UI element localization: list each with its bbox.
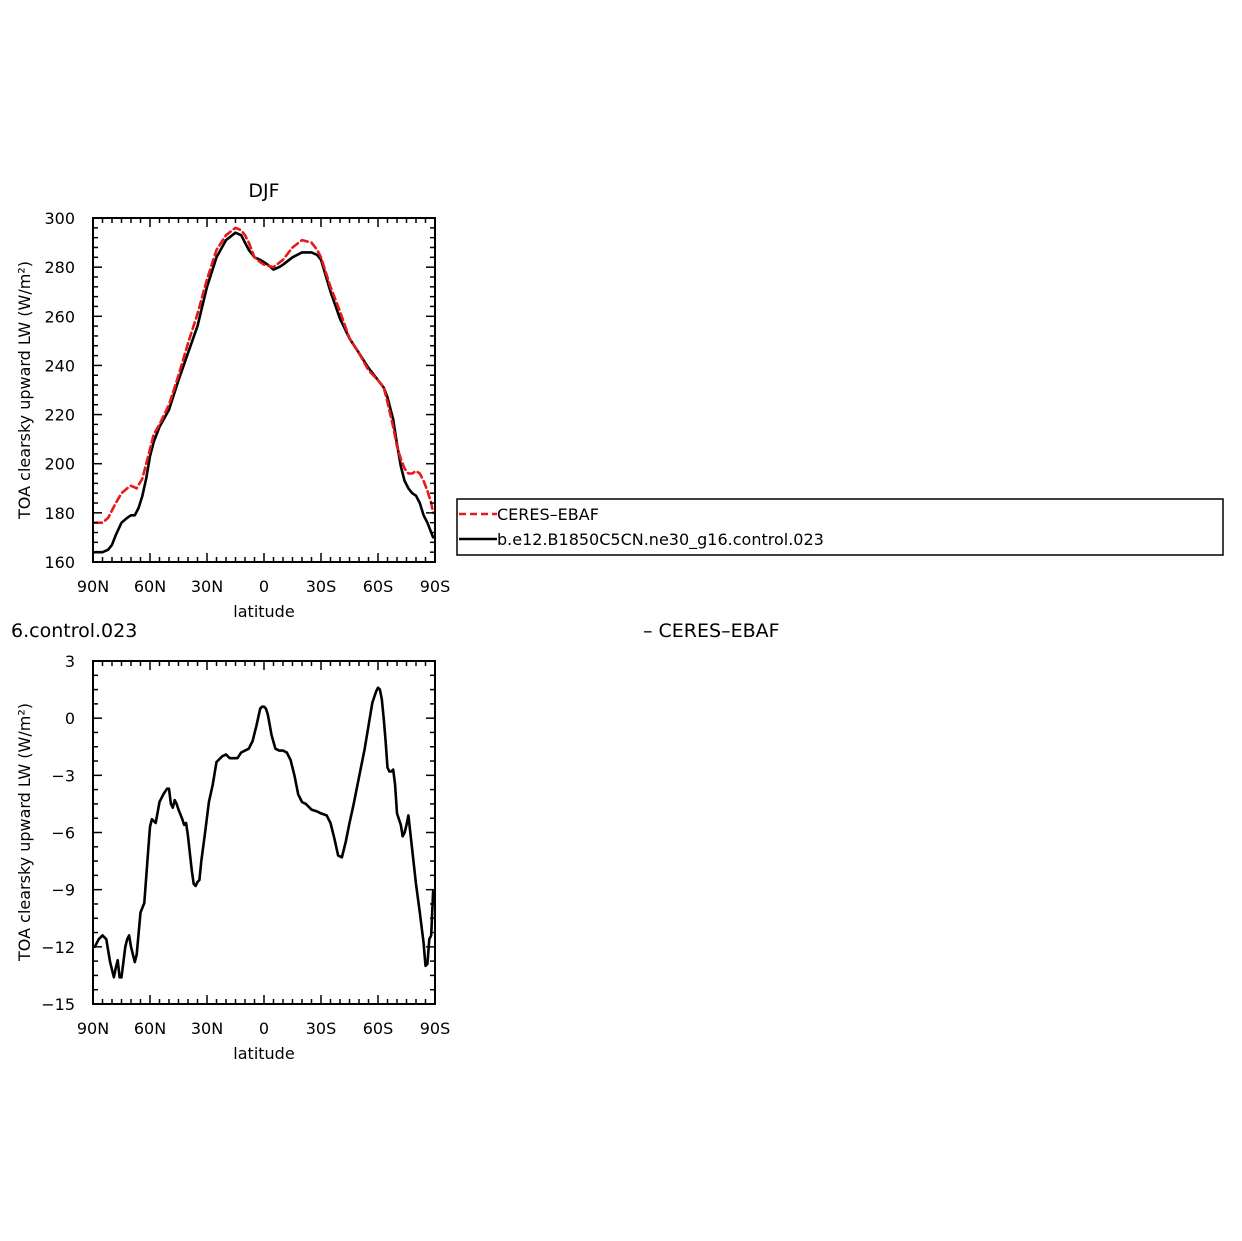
x-tick-label: 30S: [306, 577, 337, 596]
y-tick-label: −6: [51, 824, 75, 843]
y-tick-label: 240: [44, 356, 75, 375]
x-tick-label: 90N: [77, 1019, 109, 1038]
x-tick-label: 60S: [363, 577, 394, 596]
x-tick-label: 90S: [420, 577, 451, 596]
top-y-axis-label: TOA clearsky upward LW (W/m²): [15, 261, 34, 520]
y-tick-label: 260: [44, 307, 75, 326]
y-tick-label: −3: [51, 766, 75, 785]
top-x-axis-label: latitude: [233, 602, 294, 621]
legend-label-model: b.e12.B1850C5CN.ne30_g16.control.023: [497, 530, 824, 550]
x-tick-label: 0: [259, 577, 269, 596]
bottom-series-group: [93, 686, 435, 979]
x-tick-label: 60N: [134, 577, 166, 596]
x-tick-label: 90S: [420, 1019, 451, 1038]
bottom-x-axis-label: latitude: [233, 1044, 294, 1063]
bottom-panel: 6.control.023 – CERES–EBAF 90N 60N 30N 0 30S…: [11, 620, 780, 1063]
x-tick-label: 30N: [191, 577, 223, 596]
y-tick-label: 300: [44, 209, 75, 228]
x-tick-label: 0: [259, 1019, 269, 1038]
x-tick-label: 30N: [191, 1019, 223, 1038]
bottom-axis-ticks: 90N 60N 30N 0 30S 60S 90S −15 −12 −9 −6 −3 0 3: [41, 652, 450, 1038]
y-tick-label: 160: [44, 553, 75, 572]
top-axis-ticks: 90N 60N 30N 0 30S 60S 90S 160 180 200 220 240 260 280…: [44, 209, 450, 596]
bottom-panel-title-right: – CERES–EBAF: [643, 620, 780, 642]
y-tick-label: 180: [44, 504, 75, 523]
legend-label-obs: CERES–EBAF: [497, 505, 599, 524]
series-line-model: [93, 686, 435, 979]
y-tick-label: −12: [41, 938, 75, 957]
bottom-y-axis-label: TOA clearsky upward LW (W/m²): [15, 703, 34, 962]
y-tick-label: 200: [44, 455, 75, 474]
top-panel-title: DJF: [248, 180, 279, 202]
series-line-ceres-ebaf: [93, 226, 435, 525]
y-tick-label: 0: [65, 709, 75, 728]
top-panel: DJF 90N 60N 30N 0 30S 60S 90S 160 180 200 220 240 26…: [15, 180, 450, 621]
y-tick-label: 280: [44, 258, 75, 277]
y-tick-label: −15: [41, 995, 75, 1014]
legend: CERES–EBAF b.e12.B1850C5CN.ne30_g16.cont…: [456, 498, 1224, 556]
y-tick-label: 3: [65, 652, 75, 671]
y-tick-label: −9: [51, 881, 75, 900]
top-series-group: [93, 226, 435, 554]
bottom-panel-title-left: 6.control.023: [11, 620, 137, 642]
x-tick-label: 60S: [363, 1019, 394, 1038]
series-line-model: [93, 231, 435, 554]
x-tick-label: 90N: [77, 577, 109, 596]
y-tick-label: 220: [44, 406, 75, 425]
x-tick-label: 30S: [306, 1019, 337, 1038]
x-tick-label: 60N: [134, 1019, 166, 1038]
legend-box: [456, 498, 1224, 556]
